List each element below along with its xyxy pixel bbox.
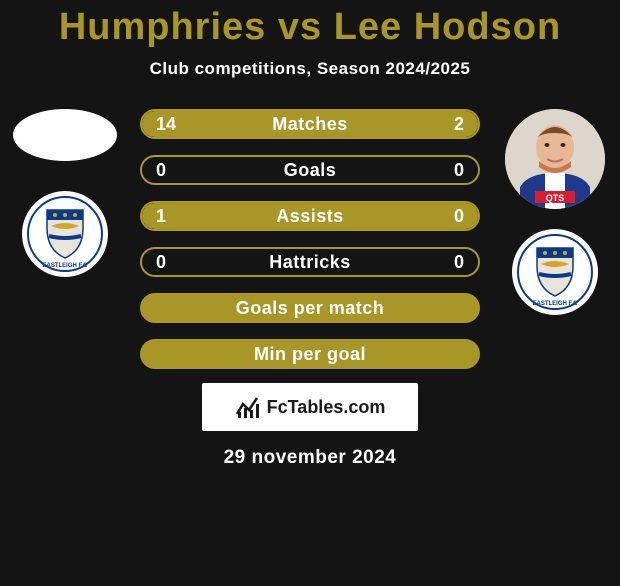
bar-value-right: 2: [454, 114, 464, 135]
bar-value-left: 14: [156, 114, 176, 135]
stat-bar-matches: Matches14 2: [140, 109, 480, 139]
svg-text:EASTLEIGH F.C: EASTLEIGH F.C: [532, 301, 578, 307]
stat-bar-goals-per-match: Goals per match: [140, 293, 480, 323]
subtitle: Club competitions, Season 2024/2025: [0, 59, 620, 79]
chart-icon: [235, 394, 261, 420]
bar-value-left: 0: [156, 160, 166, 181]
stat-bar-min-per-goal: Min per goal: [140, 339, 480, 369]
club-crest-icon: EASTLEIGH F.C: [517, 234, 593, 310]
stat-bars: Matches142Goals00Assists10Hattricks00Goa…: [140, 109, 480, 369]
bar-value-right: 0: [454, 252, 464, 273]
stat-bar-hattricks: Hattricks0 0: [140, 247, 480, 277]
bar-label: Matches: [142, 114, 478, 135]
stat-bar-goals: Goals0 0: [140, 155, 480, 185]
title-left: Humphries: [59, 6, 266, 48]
right-club-badge: EASTLEIGH F.C: [512, 229, 598, 315]
date-text: 29 november 2024: [0, 447, 620, 469]
comparison-panel: EASTLEIGH F.C QTS: [0, 109, 620, 369]
bar-label: Goals per match: [142, 298, 478, 319]
left-player-column: EASTLEIGH F.C: [0, 109, 130, 277]
right-player-column: QTS EASTLEIGH F.C: [490, 109, 620, 315]
bar-label: Assists: [142, 206, 478, 227]
page-title: Humphries vs Lee Hodson: [0, 6, 620, 49]
bar-value-left: 1: [156, 206, 166, 227]
player-photo-icon: QTS: [505, 109, 605, 209]
fctables-logo: FcTables.com: [202, 383, 418, 431]
logo-text: FcTables.com: [267, 397, 386, 418]
bar-value-left: 0: [156, 252, 166, 273]
bar-label: Min per goal: [142, 344, 478, 365]
left-club-badge: EASTLEIGH F.C: [22, 191, 108, 277]
bar-value-right: 0: [454, 206, 464, 227]
bar-label: Goals: [142, 160, 478, 181]
bar-value-right: 0: [454, 160, 464, 181]
title-vs: vs: [278, 6, 322, 48]
title-right: Lee Hodson: [334, 6, 561, 48]
left-player-avatar-placeholder: [13, 109, 117, 161]
club-crest-icon: EASTLEIGH F.C: [27, 196, 103, 272]
svg-text:EASTLEIGH F.C: EASTLEIGH F.C: [42, 263, 88, 269]
svg-text:QTS: QTS: [546, 193, 565, 203]
stat-bar-assists: Assists1 0: [140, 201, 480, 231]
right-player-avatar: QTS: [505, 109, 605, 209]
bar-label: Hattricks: [142, 252, 478, 273]
